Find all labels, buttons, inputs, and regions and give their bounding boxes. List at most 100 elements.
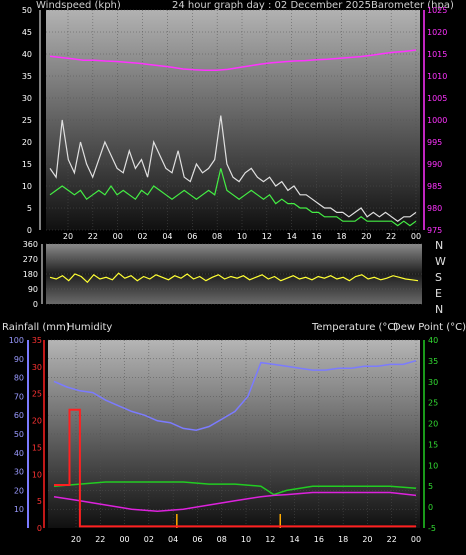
wind-x-tick-label: 22 <box>386 232 396 241</box>
direction-y-tick-label: 90 <box>28 285 38 294</box>
rain-y-tick-label: 25 <box>32 390 42 399</box>
dewpoint-series-line <box>53 491 417 513</box>
humidity-y-tick-label: 50 <box>14 430 24 439</box>
baro-y-tick-label: 990 <box>427 160 442 169</box>
rain-y-tick-label: 15 <box>32 443 42 452</box>
humidity-y-tick-label: 60 <box>14 411 24 420</box>
compass-e: E <box>435 287 442 300</box>
climate-x-tick-label: 20 <box>71 535 81 544</box>
direction-y-tick-label: 270 <box>23 255 38 264</box>
windspeed-label: Windspeed (kph) <box>36 0 121 11</box>
wind-x-tick-label: 18 <box>336 232 346 241</box>
temp-y-tick-label: 20 <box>428 420 438 429</box>
baro-y-tick-label: 975 <box>427 226 442 235</box>
direction-y-tick-label: 360 <box>23 240 38 249</box>
compass-n-top: N <box>435 239 444 252</box>
humidity-y-tick-label: 10 <box>14 505 24 514</box>
climate-x-tick-label: 06 <box>192 535 202 544</box>
temp-y-tick-label: -5 <box>428 524 436 533</box>
direction-plot-area <box>46 244 422 304</box>
baro-y-tick-label: 1000 <box>427 116 447 125</box>
temp-y-tick-label: 0 <box>428 503 433 512</box>
climate-x-tick-label: 22 <box>387 535 397 544</box>
wind-y-tick-label: 0 <box>27 226 32 235</box>
wind-x-tick-label: 12 <box>262 232 272 241</box>
climate-x-tick-label: 02 <box>144 535 154 544</box>
humidity-y-tick-label: 80 <box>14 374 24 383</box>
wind-y-tick-label: 40 <box>22 50 32 59</box>
baro-y-tick-label: 980 <box>427 204 442 213</box>
compass-w: W <box>435 255 446 268</box>
humidity-y-tick-label: 100 <box>9 336 24 345</box>
temp-y-tick-label: 30 <box>428 378 438 387</box>
climate-x-tick-label: 16 <box>314 535 324 544</box>
baro-y-tick-label: 1025 <box>427 6 447 15</box>
baro-y-tick-label: 1010 <box>427 72 447 81</box>
wind-x-tick-label: 20 <box>63 232 73 241</box>
direction-series-line <box>49 272 419 284</box>
rain-y-tick-label: 10 <box>32 470 42 479</box>
humidity-y-tick-label: 40 <box>14 449 24 458</box>
wind-x-tick-label: 16 <box>311 232 321 241</box>
humidity-y-tick-label: 90 <box>14 355 24 364</box>
gust-series-line <box>49 115 417 222</box>
temp-y-tick-label: 25 <box>428 399 438 408</box>
rainfall-label: Rainfall (mm) <box>2 322 70 333</box>
temp-y-tick-label: 40 <box>428 336 438 345</box>
humidity-y-tick-label: 30 <box>14 468 24 477</box>
climate-x-tick-label: 14 <box>289 535 299 544</box>
wind-x-tick-label: 00 <box>113 232 123 241</box>
wind-x-tick-label: 08 <box>212 232 222 241</box>
temperature-series-line <box>53 481 417 496</box>
wind-y-tick-label: 20 <box>22 138 32 147</box>
humidity-y-tick-label: 70 <box>14 392 24 401</box>
direction-y-tick-label: 180 <box>23 270 38 279</box>
wind-x-tick-label: 06 <box>187 232 197 241</box>
climate-x-tick-label: 10 <box>241 535 251 544</box>
temp-y-tick-label: 35 <box>428 357 438 366</box>
direction-y-tick-label: 0 <box>33 300 38 309</box>
humidity-y-tick-label: 20 <box>14 486 24 495</box>
baro-y-tick-label: 995 <box>427 138 442 147</box>
climate-x-tick-label: 12 <box>265 535 275 544</box>
wind-x-tick-label: 20 <box>361 232 371 241</box>
baro-y-tick-label: 1005 <box>427 94 447 103</box>
humidity-series-line <box>53 359 417 431</box>
climate-x-tick-label: 04 <box>168 535 178 544</box>
climate-x-tick-label: 22 <box>95 535 105 544</box>
graph-title: 24 hour graph day : 02 December 2025 <box>172 0 371 11</box>
wind-y-tick-label: 30 <box>22 94 32 103</box>
rainfall-series-line <box>54 408 416 528</box>
climate-x-tick-label: 08 <box>217 535 227 544</box>
wind-x-tick-label: 02 <box>137 232 147 241</box>
temp-y-tick-label: 10 <box>428 461 438 470</box>
climate-x-tick-label: 00 <box>411 535 421 544</box>
wind-x-tick-label: 00 <box>411 232 421 241</box>
baro-y-tick-label: 1020 <box>427 28 447 37</box>
wind-y-tick-label: 10 <box>22 182 32 191</box>
temperature-label: Temperature (°C) <box>312 322 399 333</box>
climate-x-tick-label: 20 <box>362 535 372 544</box>
rain-y-tick-label: 0 <box>37 524 42 533</box>
wind-y-tick-label: 50 <box>22 6 32 15</box>
compass-n-bottom: N <box>435 303 444 316</box>
wind-x-tick-label: 14 <box>287 232 297 241</box>
climate-x-tick-label: 00 <box>119 535 129 544</box>
barometer-label: Barometer (hpa) <box>371 0 454 11</box>
compass-s: S <box>435 271 442 284</box>
wind-y-tick-label: 15 <box>22 160 32 169</box>
rain-y-tick-label: 30 <box>32 363 42 372</box>
rain-y-tick-label: 5 <box>37 497 42 506</box>
wind-x-tick-label: 04 <box>162 232 172 241</box>
dewpoint-label: Dew Point (°C) <box>393 322 466 333</box>
rain-y-tick-label: 20 <box>32 417 42 426</box>
wind-series-line <box>49 168 417 227</box>
baro-y-tick-label: 985 <box>427 182 442 191</box>
wind-y-tick-label: 45 <box>22 28 32 37</box>
rain-y-tick-label: 35 <box>32 336 42 345</box>
wind-y-tick-label: 35 <box>22 72 32 81</box>
barometer-series-line <box>49 49 417 72</box>
temp-y-tick-label: 5 <box>428 482 433 491</box>
